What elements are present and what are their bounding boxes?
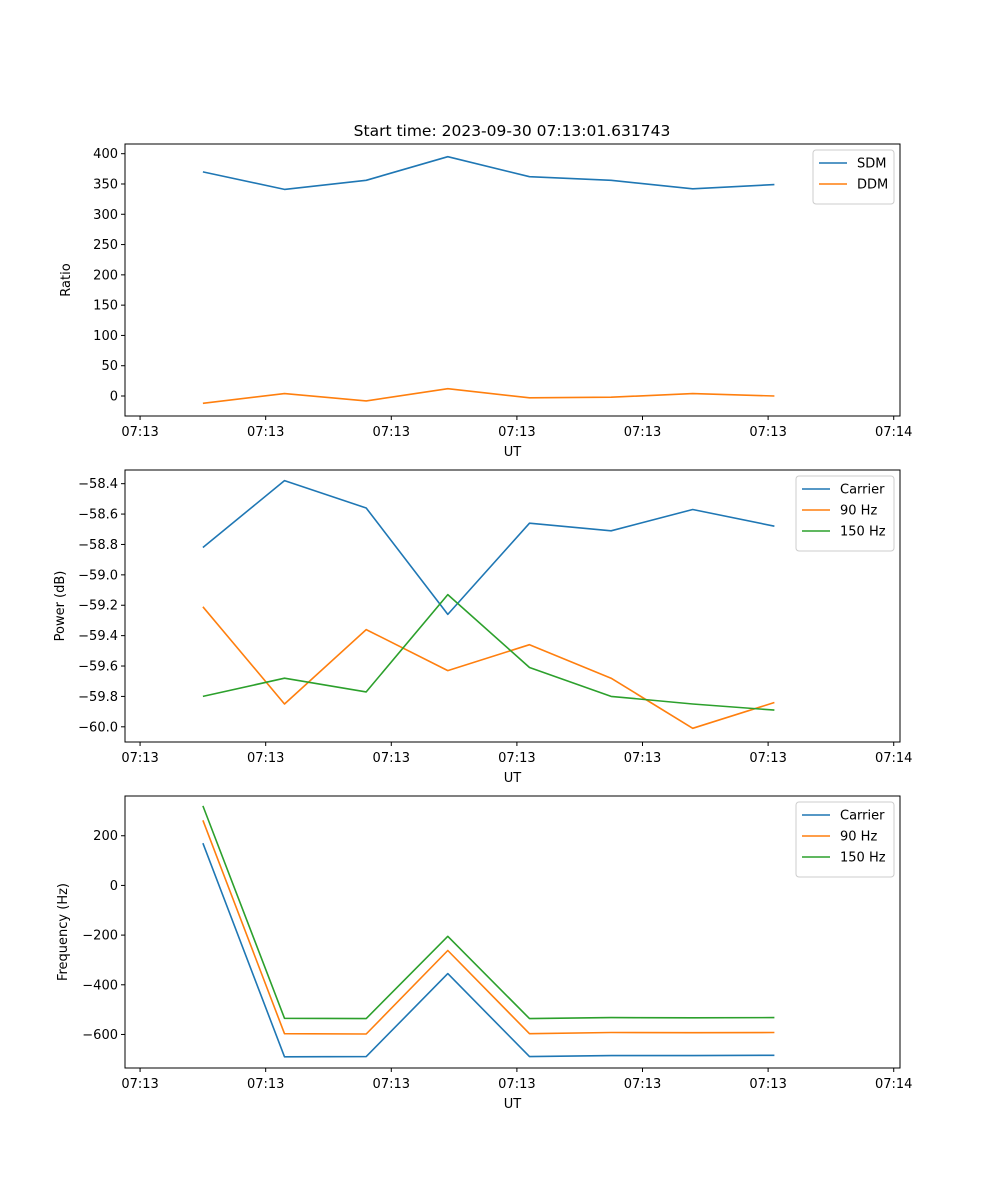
plot-frame: [124, 469, 901, 743]
legend-label: SDM: [857, 157, 886, 172]
x-tick-label: 07:13: [498, 1077, 535, 1092]
legend-box: [795, 475, 895, 552]
series-line-150-hz: [202, 805, 775, 1020]
x-tick-label: 07:14: [875, 751, 912, 766]
legend-label: 90 Hz: [840, 830, 877, 845]
x-tick-label: 07:13: [624, 1077, 661, 1092]
y-tick-label: 400: [93, 147, 118, 162]
y-tick-label: −58.8: [78, 538, 118, 553]
series-line-150-hz: [202, 593, 775, 711]
legend-label: 150 Hz: [840, 525, 886, 540]
x-tick-label: 07:13: [247, 425, 284, 440]
legend-label: Carrier: [840, 809, 885, 824]
legend: Carrier 90 Hz 150 Hz: [795, 475, 895, 552]
x-tick-label: 07:13: [373, 751, 410, 766]
plot-frame: [124, 795, 901, 1069]
plot-frame: [124, 143, 901, 417]
x-tick-label: 07:14: [875, 1077, 912, 1092]
legend-label: 150 Hz: [840, 851, 886, 866]
chart-panel-3: 07:13 07:13 07:13 07:13 07:13 07:13 07:14 −600 −…: [56, 795, 912, 1112]
y-tick-label: −58.4: [78, 477, 118, 492]
y-tick-label: 200: [93, 268, 118, 283]
x-tick-label: 07:13: [498, 425, 535, 440]
y-tick-label: 0: [110, 390, 118, 405]
x-tick-label: 07:13: [749, 751, 786, 766]
y-tick-label: −200: [82, 929, 118, 944]
y-tick-label: −59.6: [78, 660, 118, 675]
y-axis-label: Frequency (Hz): [56, 883, 71, 981]
x-tick-label: 07:13: [121, 751, 158, 766]
y-tick-label: 150: [93, 299, 118, 314]
x-axis-label: UT: [504, 771, 522, 786]
x-tick-label: 07:13: [749, 1077, 786, 1092]
series-line-90-hz: [202, 820, 775, 1035]
x-tick-label: 07:13: [749, 425, 786, 440]
series-line-90-hz: [202, 606, 775, 730]
y-tick-label: 300: [93, 208, 118, 223]
x-axis-label: UT: [504, 1097, 522, 1112]
legend-label: Carrier: [840, 483, 885, 498]
series-line-ddm: [202, 387, 775, 405]
y-tick-label: −600: [82, 1028, 118, 1043]
legend-label: DDM: [857, 178, 888, 193]
x-tick-label: 07:13: [624, 751, 661, 766]
y-tick-label: −58.6: [78, 508, 118, 523]
y-tick-label: 200: [93, 829, 118, 844]
series-line-carrier: [202, 842, 775, 1058]
y-tick-label: −400: [82, 978, 118, 993]
chart-panel-2: 07:13 07:13 07:13 07:13 07:13 07:13 07:14 −60.0…: [53, 469, 912, 786]
series-line-carrier: [202, 479, 775, 616]
legend-box: [795, 801, 895, 878]
chart-panel-1: 07:13 07:13 07:13 07:13 07:13 07:13 07:14 0 50 10…: [59, 143, 912, 460]
y-tick-label: −59.2: [78, 599, 118, 614]
legend: Carrier 90 Hz 150 Hz: [795, 801, 895, 878]
y-tick-label: 100: [93, 329, 118, 344]
x-tick-label: 07:13: [121, 1077, 158, 1092]
x-tick-label: 07:13: [624, 425, 661, 440]
y-tick-label: 50: [101, 359, 118, 374]
panels: 07:13 07:13 07:13 07:13 07:13 07:13 07:14 0 50 10…: [53, 143, 912, 1112]
x-tick-label: 07:14: [875, 425, 912, 440]
legend: SDM DDM: [812, 149, 895, 205]
y-tick-label: −60.0: [78, 720, 118, 735]
x-tick-label: 07:13: [373, 425, 410, 440]
legend-label: 90 Hz: [840, 504, 877, 519]
y-tick-label: −59.0: [78, 568, 118, 583]
y-tick-label: −59.8: [78, 690, 118, 705]
series-line-sdm: [202, 155, 775, 191]
x-tick-label: 07:13: [498, 751, 535, 766]
x-tick-label: 07:13: [121, 425, 158, 440]
y-tick-label: 0: [110, 879, 118, 894]
x-tick-label: 07:13: [247, 751, 284, 766]
y-tick-label: 250: [93, 238, 118, 253]
x-tick-label: 07:13: [373, 1077, 410, 1092]
x-axis-label: UT: [504, 445, 522, 460]
y-tick-label: 350: [93, 177, 118, 192]
y-axis-label: Ratio: [59, 263, 74, 296]
x-tick-label: 07:13: [247, 1077, 284, 1092]
y-axis-label: Power (dB): [53, 571, 68, 642]
y-tick-label: −59.4: [78, 629, 118, 644]
chart-title: Start time: 2023-09-30 07:13:01.631743: [354, 122, 671, 140]
